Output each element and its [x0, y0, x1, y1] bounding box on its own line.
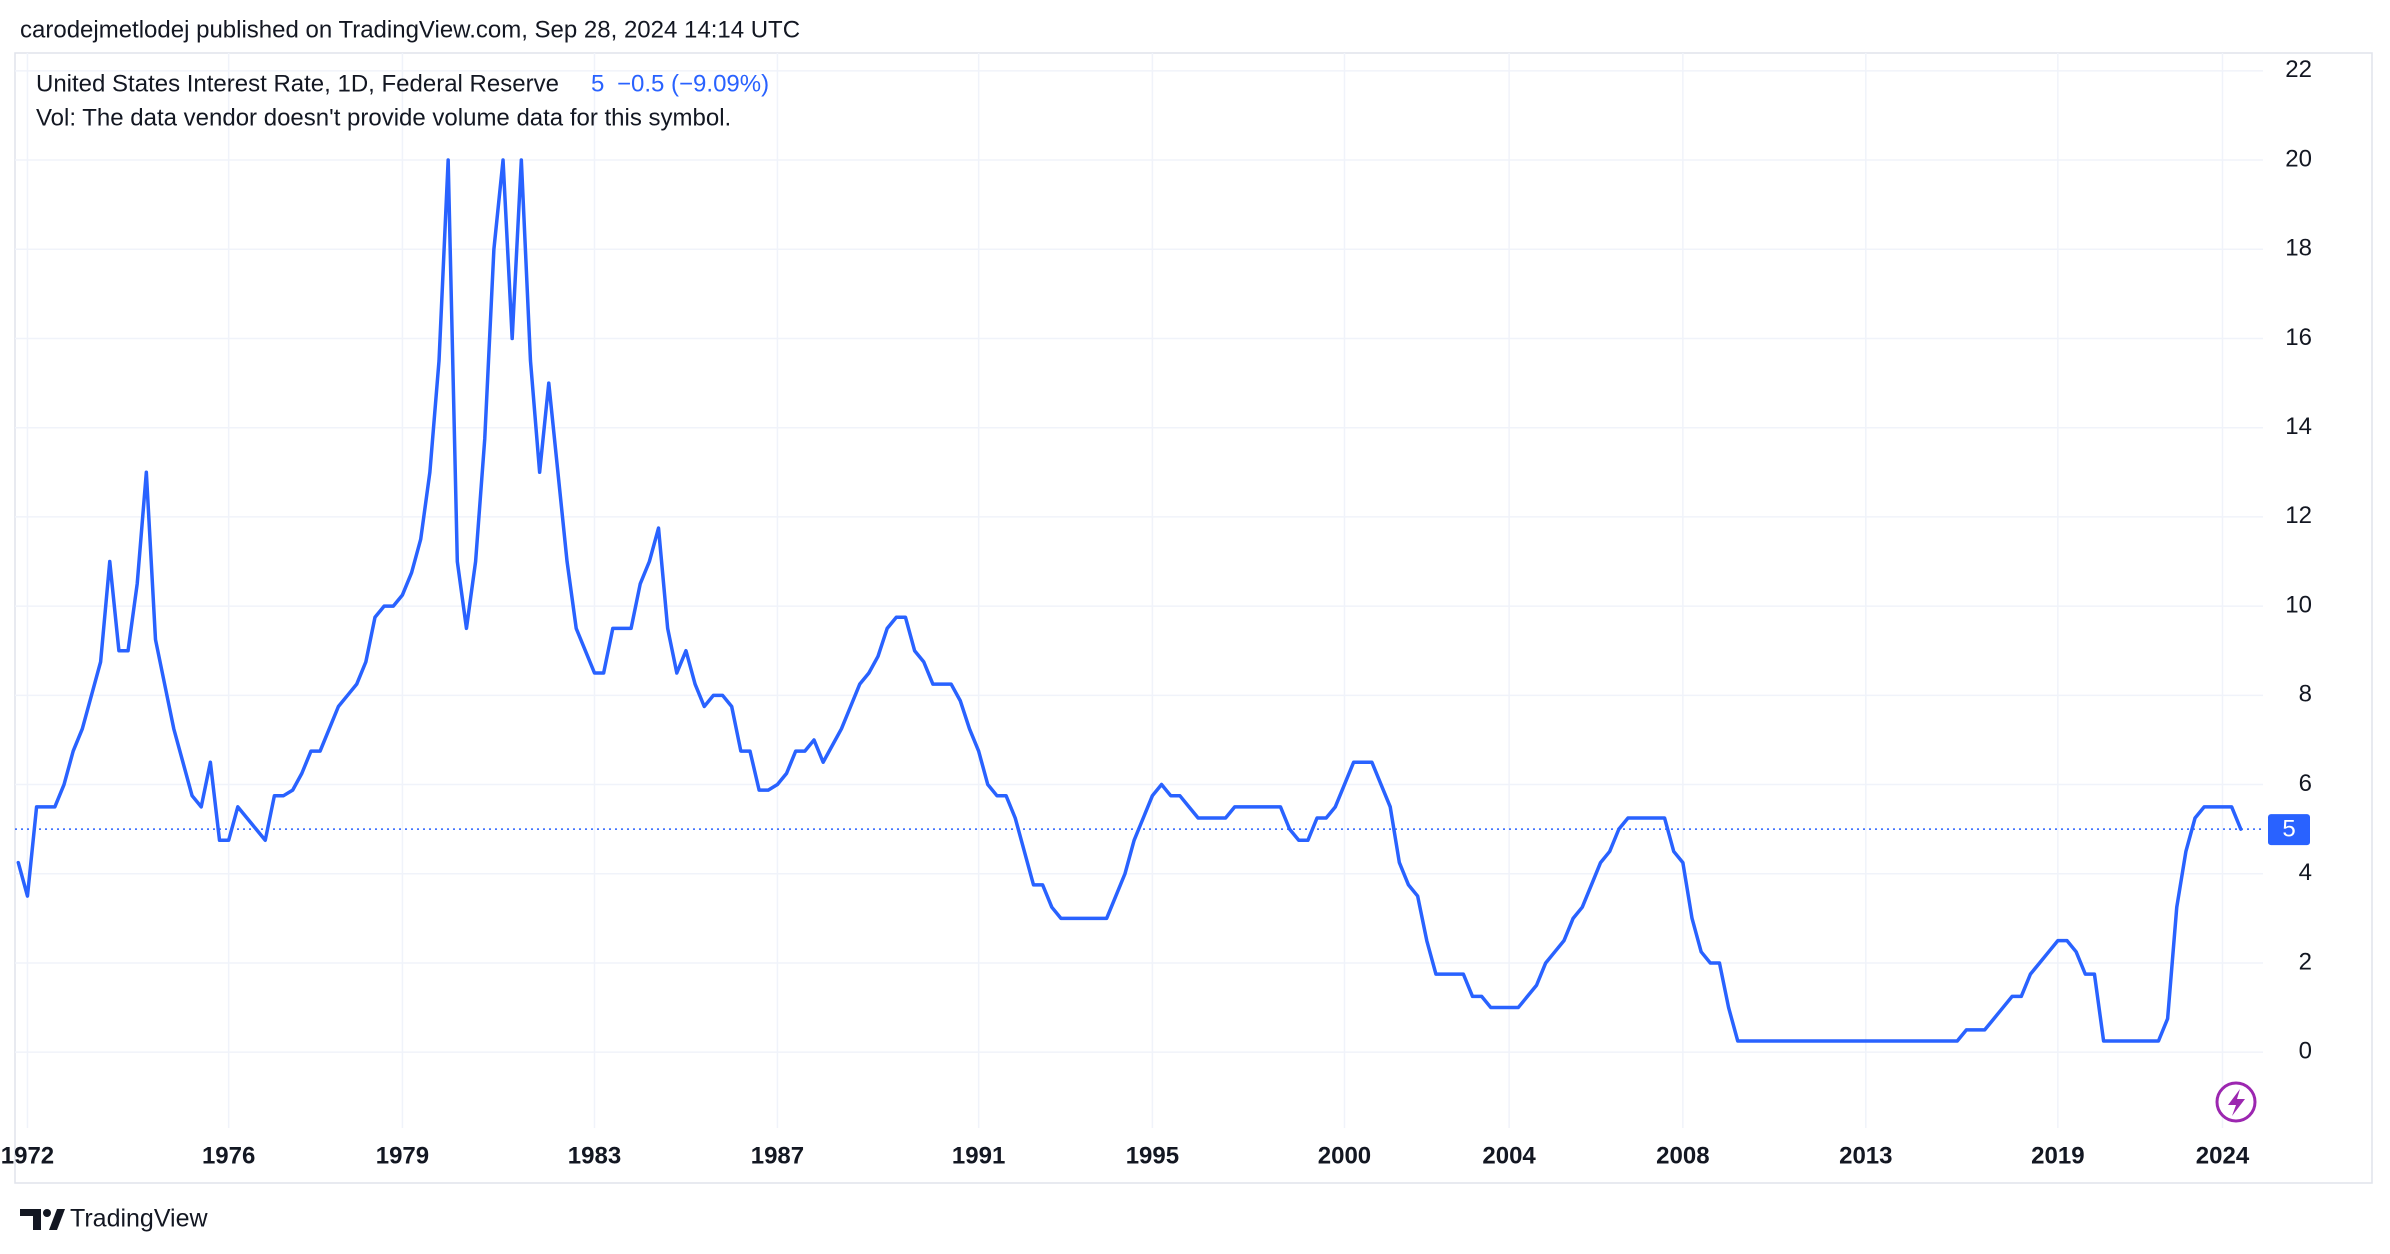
logo-dot[interactable]: [43, 1209, 51, 1217]
y-tick-label: 18: [2285, 235, 2312, 262]
y-tick-label: 0: [2299, 1038, 2312, 1065]
x-tick-label: 2004: [1482, 1142, 1536, 1169]
symbol-title: United States Interest Rate, 1D, Federal…: [36, 70, 559, 97]
logo-mark[interactable]: [20, 1209, 41, 1230]
volume-note: Vol: The data vendor doesn't provide vol…: [36, 104, 731, 131]
rate-line: [16, 158, 2243, 1043]
x-tick-label: 1976: [202, 1142, 255, 1169]
attribution: carodejmetlodej published on TradingView…: [20, 16, 800, 43]
axes: 0 2 4 6 8 10 12 14 16 18 20 22 1972 1976 1979 1983 1987 1…: [1, 56, 2312, 1169]
x-tick-label: 1987: [751, 1142, 804, 1169]
last-price-box: [2268, 814, 2310, 846]
y-tick-label: 4: [2299, 859, 2312, 886]
logo-mark[interactable]: [49, 1209, 65, 1230]
x-tick-label: 2019: [2031, 1142, 2084, 1169]
y-tick-label: 2: [2299, 948, 2312, 975]
y-tick-label: 12: [2285, 502, 2312, 529]
x-tick-label: 1979: [376, 1142, 429, 1169]
plot-area: [15, 158, 2263, 1043]
y-tick-label: 6: [2299, 770, 2312, 797]
x-tick-label: 2000: [1318, 1142, 1371, 1169]
grid: [15, 53, 2263, 1128]
x-tick-label: 1991: [952, 1142, 1005, 1169]
y-tick-label: 22: [2285, 56, 2312, 83]
x-tick-label: 2024: [2196, 1142, 2250, 1169]
brand-logo[interactable]: TradingView: [20, 1205, 209, 1233]
y-tick-label: 20: [2285, 145, 2312, 172]
y-tick-label: 8: [2299, 681, 2312, 708]
y-tick-label: 16: [2285, 324, 2312, 351]
x-tick-label: 1995: [1126, 1142, 1179, 1169]
bolt-glyph[interactable]: [2228, 1089, 2245, 1116]
x-tick-label: 1983: [568, 1142, 621, 1169]
y-tick-label: 14: [2285, 413, 2312, 440]
brand-name[interactable]: TradingView: [70, 1205, 209, 1233]
bolt-icon[interactable]: [2215, 1081, 2257, 1123]
legend-last-value: 5: [591, 70, 604, 97]
last-price-label: 5: [2282, 815, 2295, 842]
y-tick-label: 10: [2285, 591, 2312, 618]
x-tick-label: 2008: [1656, 1142, 1709, 1169]
x-tick-label: 1972: [1, 1142, 54, 1169]
chart-frame: [14, 52, 2373, 1184]
x-tick-label: 2013: [1839, 1142, 1892, 1169]
legend-change: −0.5 (−9.09%): [617, 70, 769, 97]
